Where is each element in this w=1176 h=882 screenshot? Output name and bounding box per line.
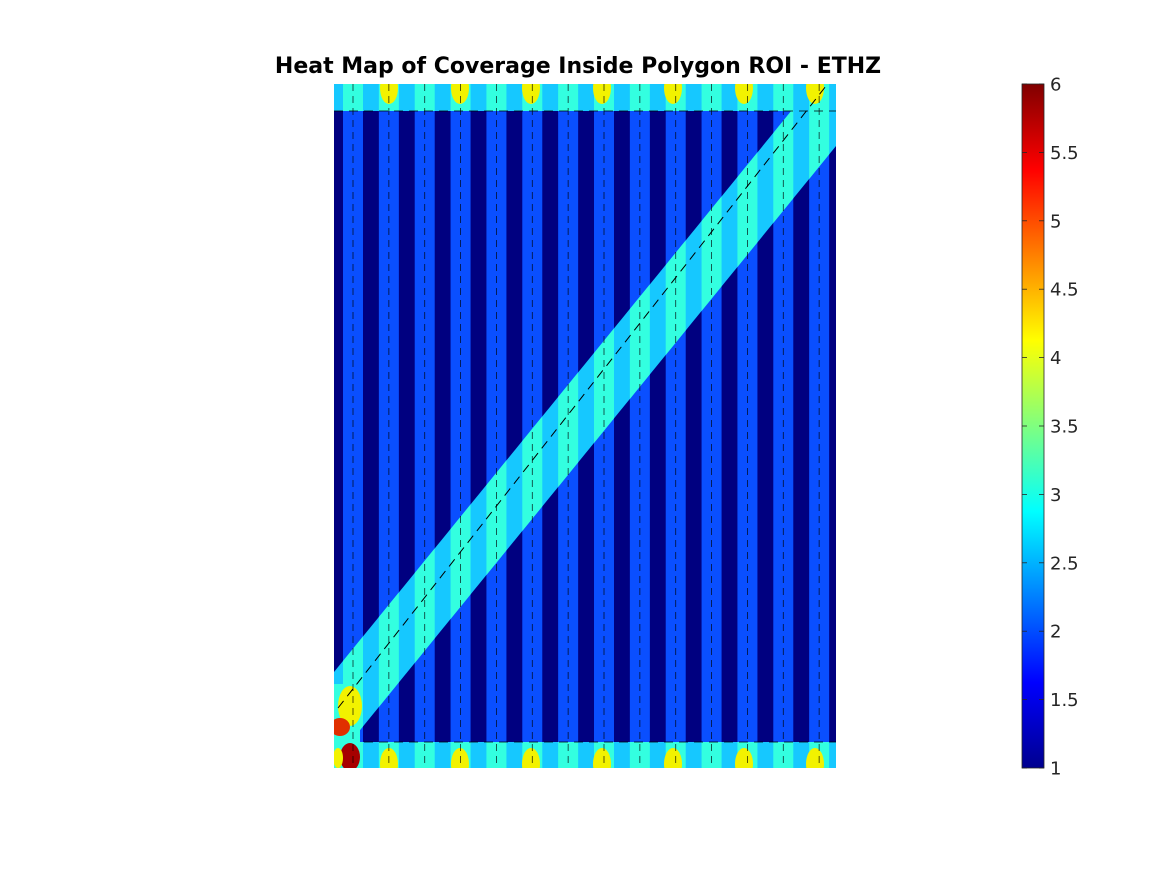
edge-overlap [414, 742, 435, 768]
band-overlap [773, 108, 794, 223]
edge-strip [334, 84, 836, 111]
edge-overlap [486, 742, 507, 768]
diagonal-flight-line [337, 85, 827, 709]
colorbar-tick-label: 3.5 [1050, 417, 1079, 438]
chart-title: Heat Map of Coverage Inside Polygon ROI … [275, 54, 881, 79]
colorbar-tick-label: 5.5 [1050, 143, 1079, 164]
band-overlap [450, 504, 471, 619]
edge-strip [334, 742, 836, 768]
band-overlap [665, 240, 686, 355]
corner-spot [334, 748, 343, 768]
overlap-spot [522, 84, 540, 104]
band-overlap [558, 372, 579, 487]
overlap-spot [380, 748, 398, 768]
overlap-spot [664, 748, 682, 768]
colorbar: 1 1.5 2 2.5 3 3.5 4 4.5 5 5.5 6 [1021, 75, 1079, 780]
overlap-spot [593, 84, 611, 104]
overlap-spot [735, 748, 753, 768]
overlap-spot [522, 748, 540, 768]
colorbar-tick-label: 6 [1050, 75, 1061, 96]
edge-overlap [629, 742, 650, 768]
edge-overlap [701, 742, 722, 768]
colorbar-tick-label: 4 [1050, 348, 1061, 369]
overlap-spot [664, 84, 682, 104]
colorbar-tick-label: 1.5 [1050, 690, 1079, 711]
overlap-spot [380, 84, 398, 104]
overlap-spot [593, 748, 611, 768]
heatmap-plot [334, 84, 836, 768]
colorbar-tick-label: 2.5 [1050, 553, 1079, 574]
corner-hottest [340, 743, 360, 768]
corner-hot [334, 718, 350, 736]
colorbar-tick-label: 2 [1050, 622, 1061, 643]
edge-overlap [558, 742, 579, 768]
overlap-spot [451, 748, 469, 768]
overlap-spot [451, 84, 469, 104]
colorbar-tick-label: 4.5 [1050, 280, 1079, 301]
corner-spot [338, 686, 362, 726]
edge-overlap [773, 742, 794, 768]
overlap-spot [806, 748, 824, 768]
colorbar-tick-label: 1 [1050, 759, 1061, 780]
colorbar-tick-label: 3 [1050, 485, 1061, 506]
overlap-spot [735, 84, 753, 104]
colorbar-tick-label: 5 [1050, 211, 1061, 232]
